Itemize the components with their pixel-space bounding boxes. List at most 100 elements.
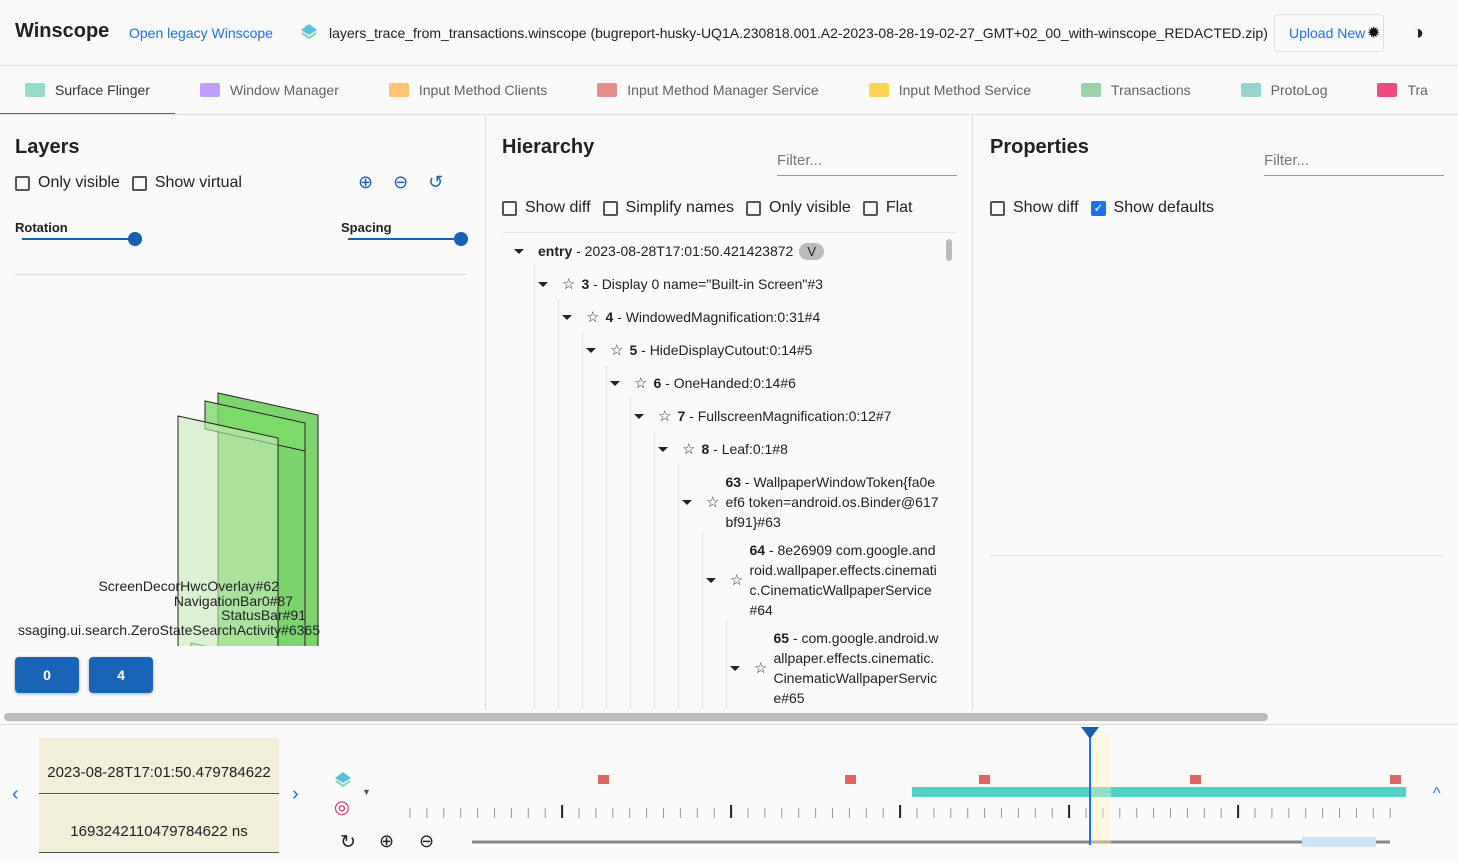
tab-input-method-clients[interactable]: Input Method Clients [364, 67, 572, 113]
collapse-icon[interactable] [514, 248, 524, 254]
star-icon[interactable]: ☆ [658, 408, 672, 425]
cursor-handle [1081, 727, 1099, 739]
star-icon[interactable]: ☆ [754, 660, 768, 677]
node-name: - Leaf:0:1#8 [709, 441, 788, 457]
tab-label: Transactions [1111, 82, 1191, 98]
tab-surface-flinger[interactable]: Surface Flinger [0, 67, 175, 114]
trace-icon [1240, 83, 1261, 97]
display-button-4[interactable]: 4 [89, 657, 153, 693]
star-icon[interactable]: ☆ [682, 441, 696, 458]
trace-dropdown-icon[interactable]: ▼ [362, 787, 371, 797]
tree-node[interactable]: ☆ 8 - Leaf:0:1#8 [658, 439, 788, 459]
trace-icon [199, 83, 220, 97]
show-diff-checkbox[interactable]: Show diff [990, 199, 1079, 217]
star-icon[interactable]: ☆ [610, 342, 624, 359]
layer-label[interactable]: NavigationBar0#87 [173, 592, 293, 609]
bug-icon[interactable]: ✹ [1367, 25, 1381, 42]
tree-guide [534, 266, 535, 709]
display-button-0[interactable]: 0 [15, 657, 79, 693]
tab-label: Input Method Clients [418, 82, 548, 98]
only-visible-checkbox[interactable]: Only visible [746, 199, 851, 217]
star-icon[interactable]: ☆ [562, 276, 576, 293]
tree-scrollbar[interactable] [946, 239, 952, 261]
transactions-icon[interactable]: ◎ [334, 797, 350, 817]
show-virtual-checkbox[interactable]: Show virtual [131, 174, 242, 192]
reset-view-icon[interactable]: ↺ [428, 172, 444, 192]
collapse-icon[interactable] [610, 380, 620, 386]
tree-node[interactable]: ☆ 65 - com.google.android.wallpaper.effec… [730, 628, 938, 708]
open-legacy-link[interactable]: Open legacy Winscope [129, 25, 273, 41]
show-defaults-checkbox[interactable]: Show defaults [1090, 199, 1215, 217]
timestamp-ns-input[interactable]: 1693242110479784622 ns [39, 795, 279, 853]
hierarchy-title: Hierarchy [502, 136, 595, 158]
simplify-names-checkbox[interactable]: Simplify names [602, 199, 734, 217]
hierarchy-filter-input[interactable]: Filter... [777, 152, 957, 176]
star-icon[interactable]: ☆ [730, 572, 744, 589]
tree-node[interactable]: ☆ 4 - WindowedMagnification:0:31#4 [562, 307, 820, 327]
trace-icon [1377, 83, 1398, 97]
tree-node-entry[interactable]: entry - 2023-08-28T17:01:50.421423872 V [514, 241, 824, 261]
layer-label[interactable]: StatusBar#91 [221, 607, 306, 623]
trace-icon [25, 83, 45, 97]
surface-flinger-icon[interactable] [334, 771, 352, 789]
layers-3d-view[interactable] [0, 266, 480, 646]
node-name: - com.google.android.wallpaper.effects.c… [773, 630, 939, 706]
collapse-icon[interactable] [682, 499, 692, 505]
properties-panel: Properties Filter... Show diff Show defa… [973, 116, 1458, 710]
trace-file-name: layers_trace_from_transactions.winscope … [329, 25, 1268, 41]
node-name: - WallpaperWindowToken{fa0eef6 token=and… [725, 474, 939, 530]
tree-node[interactable]: ☆ 64 - 8e26909 com.google.android.wallpap… [706, 540, 939, 620]
tree-node[interactable]: ☆ 63 - WallpaperWindowToken{fa0eef6 token… [682, 472, 940, 532]
tree-node[interactable]: ☆ 6 - OneHanded:0:14#6 [610, 373, 796, 393]
collapse-icon[interactable] [706, 577, 716, 583]
tab-tra[interactable]: Tra [1352, 67, 1452, 113]
show-defaults-label: Show defaults [1113, 199, 1215, 216]
upload-new-button[interactable]: Upload New ✹ [1274, 14, 1384, 52]
timeline-zoom-in-icon[interactable]: ⊕ [379, 831, 395, 851]
trace-icon [1081, 83, 1102, 97]
rotation-slider[interactable] [22, 238, 134, 240]
prev-entry-icon[interactable]: ‹ [12, 783, 19, 805]
only-visible-checkbox[interactable]: Only visible [15, 174, 120, 192]
tab-window-manager[interactable]: Window Manager [175, 67, 364, 113]
flat-label: Flat [885, 199, 913, 216]
tree-node[interactable]: ☆ 7 - FullscreenMagnification:0:12#7 [634, 406, 891, 426]
collapse-icon[interactable] [562, 314, 572, 320]
zoom-out-icon[interactable]: ⊖ [393, 172, 409, 192]
expand-timeline-icon[interactable]: ^ [1433, 785, 1441, 802]
timeline-zoom-out-icon[interactable]: ⊖ [419, 831, 435, 851]
collapse-icon[interactable] [586, 347, 596, 353]
spacing-slider[interactable] [348, 238, 460, 240]
collapse-icon[interactable] [658, 446, 668, 452]
flat-checkbox[interactable]: Flat [862, 199, 913, 217]
zoom-in-icon[interactable]: ⊕ [358, 172, 374, 192]
next-entry-icon[interactable]: › [292, 783, 299, 805]
collapse-icon[interactable] [730, 665, 740, 671]
timeline-tracks[interactable] [0, 725, 1458, 861]
star-icon[interactable]: ☆ [586, 309, 600, 326]
transaction-marker [1390, 775, 1401, 784]
star-icon[interactable]: ☆ [706, 494, 720, 511]
layer-label[interactable]: ssaging.ui.search.ZeroStateSearchActivit… [18, 621, 320, 638]
layer-label[interactable]: ScreenDecorHwcOverlay#62 [98, 578, 279, 594]
tab-input-method-service[interactable]: Input Method Service [844, 67, 1056, 113]
collapse-icon[interactable] [634, 413, 644, 419]
trace-icon [388, 83, 409, 97]
horizontal-scrollbar[interactable] [4, 713, 1268, 721]
star-icon[interactable]: ☆ [634, 375, 648, 392]
timestamp-input[interactable]: 2023-08-28T17:01:50.479784622 [39, 738, 279, 794]
reload-icon[interactable]: ↻ [340, 832, 356, 853]
show-diff-checkbox[interactable]: Show diff [502, 199, 591, 217]
tree-node[interactable]: ☆ 3 - Display 0 name="Built-in Screen"#3 [538, 274, 823, 294]
theme-toggle-icon[interactable]: ◑ [1412, 22, 1425, 44]
collapse-icon[interactable] [538, 281, 548, 287]
tab-input-method-manager-service[interactable]: Input Method Manager Service [572, 67, 843, 113]
tree-node[interactable]: ☆ 5 - HideDisplayCutout:0:14#5 [586, 340, 812, 360]
properties-filter-input[interactable]: Filter... [1264, 152, 1444, 176]
layers-panel: Layers Only visible Show virtual ⊕ ⊖ ↺ Rot… [0, 116, 486, 710]
transaction-marker [845, 775, 856, 784]
spacing-slider-thumb[interactable] [454, 232, 468, 246]
tab-transactions[interactable]: Transactions [1056, 67, 1216, 113]
tab-protolog[interactable]: ProtoLog [1216, 67, 1353, 113]
rotation-slider-thumb[interactable] [128, 232, 142, 246]
